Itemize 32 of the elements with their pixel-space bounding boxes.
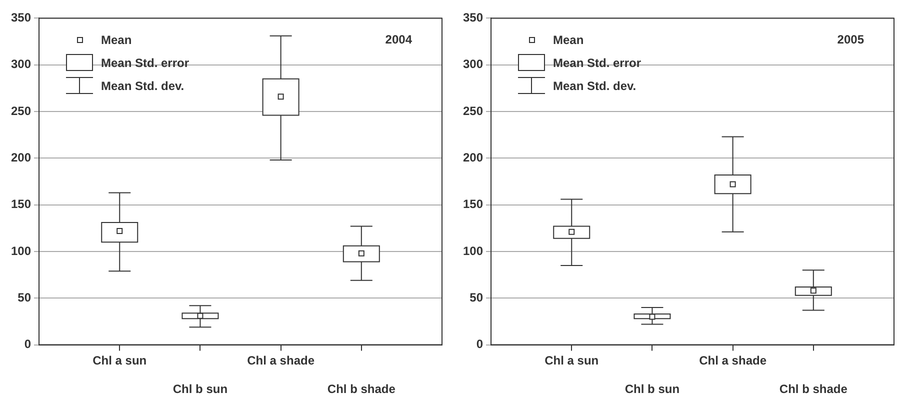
y-tick-label: 200	[10, 150, 32, 164]
x-tick-label: Chl b shade	[779, 382, 848, 396]
annotation: 2004	[385, 32, 412, 47]
y-tick-label: 250	[462, 104, 484, 118]
annotation: 2005	[837, 32, 864, 47]
y-tick-label: 200	[462, 150, 484, 164]
y-tick-label: 300	[10, 57, 32, 72]
annotation: Mean Std. dev.	[553, 78, 636, 92]
y-tick-label: 150	[10, 197, 32, 212]
y-tick-label: 150	[462, 197, 484, 212]
y-tick-label: 50	[18, 290, 32, 304]
y-tick-label: 0	[476, 337, 484, 352]
y-tick-label: 300	[462, 57, 484, 72]
y-tick-label: 350	[462, 10, 484, 25]
x-tick-label: Chl b sun	[172, 382, 228, 396]
x-tick-label: Chl a sun	[92, 353, 147, 368]
y-tick-label: 350	[10, 10, 32, 25]
annotation: Mean Std. error	[101, 56, 190, 70]
x-tick-label: Chl b sun	[624, 382, 680, 396]
y-tick-label: 100	[10, 244, 32, 258]
annotation: Mean	[553, 32, 584, 46]
y-tick-label: 100	[462, 244, 484, 258]
x-tick-label: Chl a sun	[544, 353, 599, 368]
x-tick-label: Chl a shade	[247, 353, 315, 368]
x-tick-label: Chl b shade	[327, 382, 396, 396]
y-tick-label: 50	[470, 290, 484, 304]
x-tick-label: Chl a shade	[699, 353, 767, 368]
y-tick-label: 0	[24, 337, 32, 352]
y-tick-label: 250	[10, 104, 32, 118]
annotation: Mean	[101, 32, 132, 46]
annotation: Mean Std. error	[553, 56, 642, 70]
annotation: Mean Std. dev.	[101, 78, 184, 92]
